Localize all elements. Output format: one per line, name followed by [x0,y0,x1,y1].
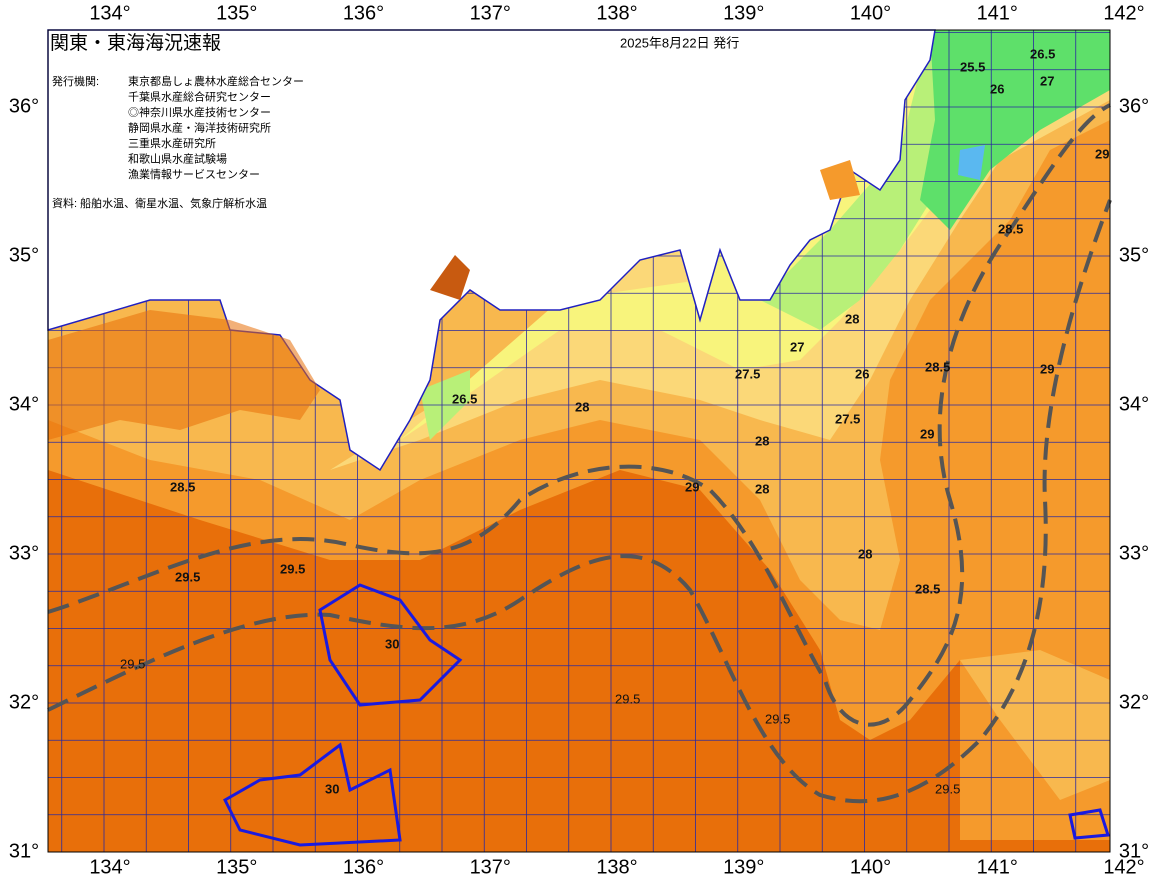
cold-eddies [223,583,1110,847]
lon-label: 137° [470,2,511,24]
lon-label: 135° [216,856,257,878]
agency: ◎神奈川県水産技術センター [128,105,271,119]
contour-label: 29.5 [120,656,145,671]
contour-label: 28.5 [915,581,940,596]
contour-label: 26 [990,81,1004,96]
lat-label: 35° [9,244,39,266]
kuroshio [47,103,1112,804]
contour-label: 28 [755,481,769,496]
contour-label: 28 [755,433,769,448]
lon-label: 142° [1103,2,1144,24]
agencies-label: 発行機関: [52,74,99,88]
contour-labels: 26.5 25.5 26 27 29 28.5 28 27 27.5 26.5 … [120,46,1109,796]
lat-label: 33° [9,542,39,564]
lat-label: 31° [9,840,39,862]
agency: 和歌山県水産試験場 [128,151,227,165]
contour-label: 27.5 [835,411,860,426]
lon-label: 136° [343,856,384,878]
lon-label: 139° [723,2,764,24]
lon-label: 140° [850,2,891,24]
lat-label: 35° [1119,244,1149,266]
lon-label: 138° [596,856,637,878]
lat-label: 32° [1119,691,1149,713]
lon-label: 137° [470,856,511,878]
lon-label: 142° [1103,856,1144,878]
kuroshio-axis-south [47,199,1112,804]
lon-label: 141° [977,856,1018,878]
contour-label: 29 [920,426,934,441]
agency: 漁業情報サービスセンター [128,167,260,181]
issue-date: 2025年8月22日 発行 [620,35,739,50]
map-frame [47,29,1111,853]
contour-label: 26.5 [452,391,477,406]
contour-label: 28 [575,399,589,414]
contour-label: 29.5 [765,711,790,726]
contour-label: 29.5 [280,561,305,576]
ise-bay [430,255,470,300]
contour-label: 29.5 [615,691,640,706]
lat-label: 34° [9,393,39,415]
eddy [223,742,402,847]
contour-label: 29.5 [935,781,960,796]
contour-label: 28 [858,546,872,561]
contour-label: 27 [790,339,804,354]
coastal-water [48,310,320,440]
contour-label: 29 [1040,361,1054,376]
lon-label: 134° [89,856,130,878]
lat-label: 36° [9,95,39,117]
contour-label: 28.5 [998,221,1023,236]
kuroshio-axis-north [47,103,1111,727]
contour-label: 29.5 [175,569,200,584]
lat-label: 36° [1119,95,1149,117]
lon-label: 135° [216,2,257,24]
lat-label: 34° [1119,393,1149,415]
agency: 三重県水産研究所 [128,136,216,150]
title: 関東・東海海況速報 [50,32,221,54]
lon-label: 141° [977,2,1018,24]
agency: 東京都島しょ農林水産総合センター [128,74,304,88]
contour-label: 29 [1095,146,1109,161]
lake [820,160,860,200]
source: 資料: 船舶水温、衛星水温、気象庁解析水温 [52,196,267,210]
contour-label: 29 [685,479,699,494]
zone-24 [920,30,1110,230]
contour-label: 25.5 [960,59,985,74]
contour-label: 30 [325,781,339,796]
lon-label: 138° [596,2,637,24]
contour-label: 28.5 [170,479,195,494]
agency: 千葉県水産総合研究センター [128,89,271,103]
contour-label: 27.5 [735,366,760,381]
zone-23 [958,145,985,180]
lat-label: 32° [9,691,39,713]
lon-label: 140° [850,856,891,878]
eddy [318,583,463,707]
lon-label: 136° [343,2,384,24]
contour-label: 26 [855,366,869,381]
contour-label: 30 [385,636,399,651]
contour-label: 28.5 [925,359,950,374]
agency: 静岡県水産・海洋技術研究所 [128,120,271,134]
axis-labels: 134° 134° 135° 135° 136° 136° 137° 137° 138° 138°… [9,2,1149,878]
lon-label: 134° [89,2,130,24]
eddy [1068,808,1110,840]
contour-label: 27 [1040,73,1054,88]
contour-label: 28 [845,311,859,326]
lat-label: 31° [1119,840,1149,862]
contour-label: 26.5 [1030,46,1055,61]
lon-label: 139° [723,856,764,878]
lat-label: 33° [1119,542,1149,564]
